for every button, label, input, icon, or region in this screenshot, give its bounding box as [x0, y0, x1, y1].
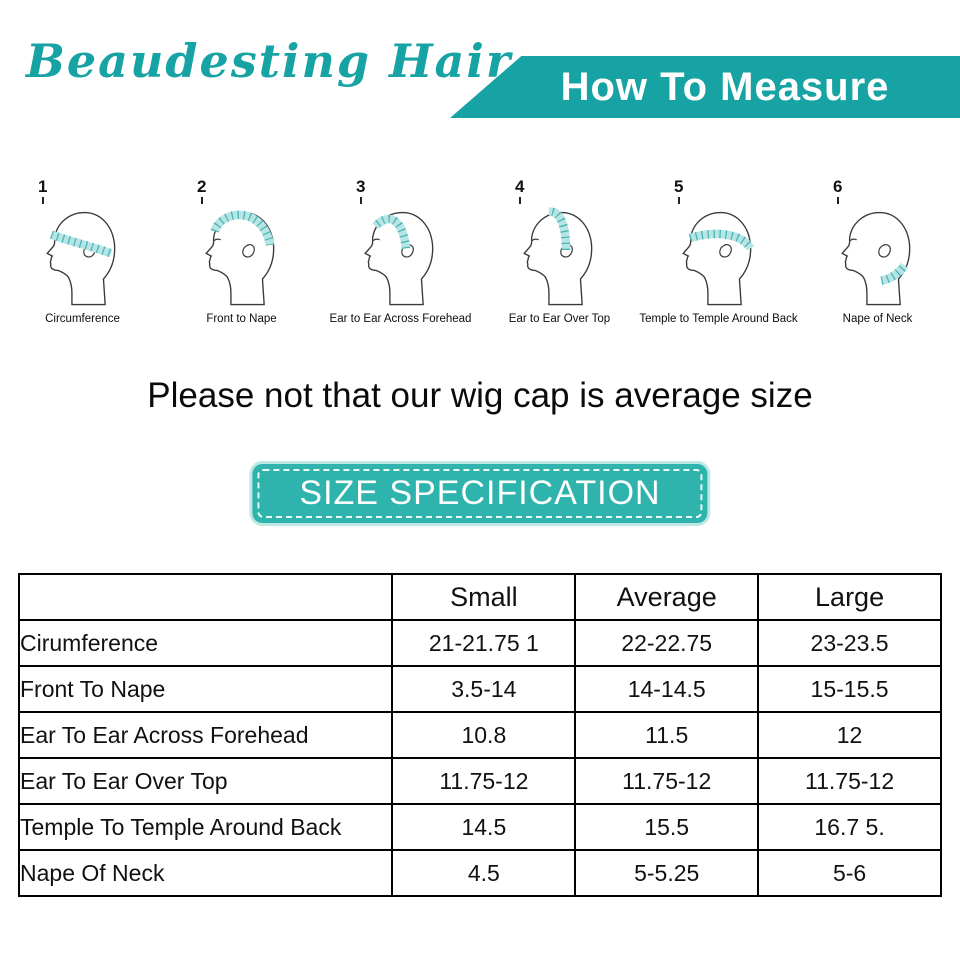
table-row: Ear To Ear Across Forehead 10.8 11.5 12	[17, 711, 942, 759]
measuring-tape-icon	[688, 229, 754, 251]
table-cell: 3.5-14	[391, 665, 577, 713]
table-cell: 15-15.5	[757, 665, 942, 713]
table-cell: 11.75-12	[574, 757, 760, 805]
figure-number: 5	[674, 178, 683, 204]
table-cell: 14-14.5	[574, 665, 760, 713]
figure-number: 1	[38, 178, 47, 204]
measurement-figures-row: 1 Circumference 2 Front to Nape 3	[0, 178, 960, 325]
table-row: Cirumference 21-21.75 1 22-22.75 23-23.5	[17, 619, 942, 667]
figure-label: Ear to Ear Over Top	[508, 313, 611, 325]
row-label: Temple To Temple Around Back	[17, 803, 394, 851]
figure-number: 4	[515, 178, 524, 204]
table-cell: 10.8	[391, 711, 577, 759]
table-cell: 21-21.75 1	[391, 619, 577, 667]
table-cell: 22-22.75	[574, 619, 760, 667]
figure-temple-to-temple: 5 Temple to Temple Around Back	[639, 178, 798, 325]
figure-ear-to-ear-over-top: 4 Ear to Ear Over Top	[481, 178, 638, 325]
figure-front-to-nape: 2 Front to Nape	[163, 178, 320, 325]
size-specification-inner: SIZE SPECIFICATION	[257, 469, 703, 518]
table-cell: 23-23.5	[757, 619, 942, 667]
table-cell: 14.5	[391, 803, 577, 851]
table-row: Temple To Temple Around Back 14.5 15.5 1…	[17, 803, 942, 851]
figure-label: Circumference	[45, 313, 120, 325]
measuring-tape-icon	[548, 207, 570, 251]
size-table: Small Average Large Cirumference 21-21.7…	[17, 573, 942, 897]
table-header-row: Small Average Large	[17, 573, 942, 621]
table-cell: 11.5	[574, 711, 760, 759]
table-cell: 15.5	[574, 803, 760, 851]
head-profile-icon	[522, 207, 592, 306]
header-banner: How To Measure	[450, 56, 960, 118]
head-profile-icon	[363, 211, 433, 306]
table-cell: 11.75-12	[391, 757, 577, 805]
table-cell: 4.5	[391, 849, 577, 897]
figure-label: Nape of Neck	[842, 313, 913, 325]
average-size-note: Please not that our wig cap is average s…	[147, 376, 813, 415]
figure-nape-of-neck: 6 Nape of Neck	[799, 178, 956, 325]
row-label: Front To Nape	[17, 665, 394, 713]
table-cell: 5-6	[757, 849, 942, 897]
table-header-large: Large	[757, 573, 942, 621]
table-cell: 16.7 5.	[757, 803, 942, 851]
table-row: Front To Nape 3.5-14 14-14.5 15-15.5	[17, 665, 942, 713]
figure-ear-to-ear-forehead: 3 Ear to Ear Across Forehead	[322, 178, 479, 325]
figure-label: Front to Nape	[206, 313, 277, 325]
figure-number: 6	[833, 178, 842, 204]
row-label: Ear To Ear Over Top	[17, 757, 394, 805]
head-profile-icon	[45, 211, 115, 306]
table-cell: 11.75-12	[757, 757, 942, 805]
row-label: Cirumference	[17, 619, 394, 667]
brand-logo: Beaudesting Hair	[26, 34, 513, 88]
head-profile-icon	[204, 210, 274, 306]
figure-label: Ear to Ear Across Forehead	[329, 313, 472, 325]
size-specification-banner: SIZE SPECIFICATION	[252, 464, 708, 523]
head-profile-icon	[681, 211, 754, 306]
table-header-blank	[17, 573, 394, 621]
table-cell: 5-5.25	[574, 849, 760, 897]
row-label: Nape Of Neck	[17, 849, 394, 897]
figure-number: 3	[356, 178, 365, 204]
page-title: How To Measure	[560, 64, 890, 109]
table-header-small: Small	[391, 573, 577, 621]
table-header-average: Average	[574, 573, 760, 621]
figure-label: Temple to Temple Around Back	[639, 313, 798, 325]
measuring-tape-icon	[49, 230, 113, 258]
table-row: Ear To Ear Over Top 11.75-12 11.75-12 11…	[17, 757, 942, 805]
figure-number: 2	[197, 178, 206, 204]
measuring-tape-icon	[879, 262, 908, 285]
head-profile-icon	[840, 211, 910, 306]
figure-circumference: 1 Circumference	[4, 178, 161, 325]
table-row: Nape Of Neck 4.5 5-5.25 5-6	[17, 849, 942, 897]
table-cell: 12	[757, 711, 942, 759]
row-label: Ear To Ear Across Forehead	[17, 711, 394, 759]
size-specification-title: SIZE SPECIFICATION	[299, 474, 661, 512]
